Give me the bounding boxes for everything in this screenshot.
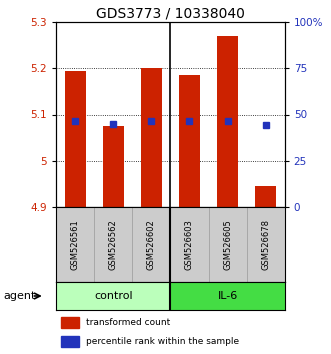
Text: GSM526678: GSM526678 <box>261 219 270 270</box>
Text: GSM526561: GSM526561 <box>71 219 80 270</box>
Bar <box>170 282 285 310</box>
Text: agent: agent <box>3 291 36 301</box>
Bar <box>61 336 79 347</box>
Bar <box>217 36 238 207</box>
Text: GSM526603: GSM526603 <box>185 219 194 270</box>
Text: GSM526562: GSM526562 <box>109 219 118 270</box>
Bar <box>65 70 86 207</box>
Bar <box>141 68 162 207</box>
Text: percentile rank within the sample: percentile rank within the sample <box>86 337 239 346</box>
Title: GDS3773 / 10338040: GDS3773 / 10338040 <box>96 7 245 21</box>
Bar <box>103 126 124 207</box>
Text: GSM526605: GSM526605 <box>223 219 232 270</box>
Bar <box>61 318 79 329</box>
Text: IL-6: IL-6 <box>217 291 238 301</box>
Text: transformed count: transformed count <box>86 318 170 327</box>
Bar <box>255 186 276 207</box>
Bar <box>179 75 200 207</box>
Text: control: control <box>94 291 133 301</box>
Text: GSM526602: GSM526602 <box>147 219 156 270</box>
Bar <box>56 282 170 310</box>
